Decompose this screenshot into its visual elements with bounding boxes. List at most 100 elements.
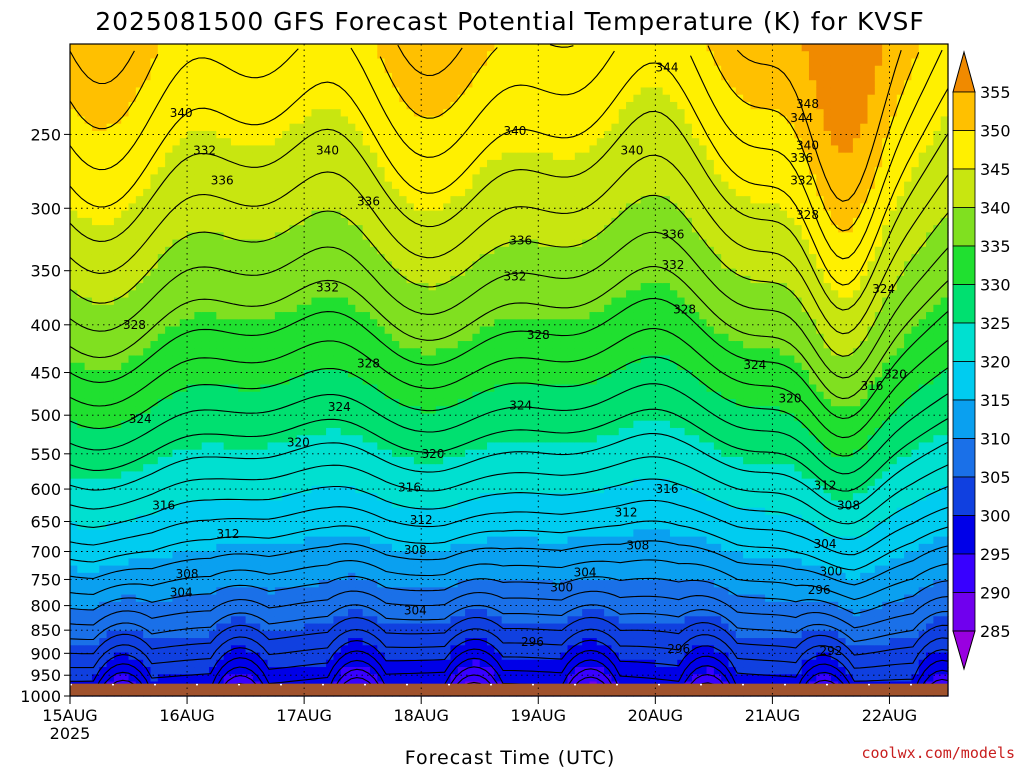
field-cell (91, 398, 100, 407)
field-cell (128, 304, 137, 313)
field-cell (362, 420, 371, 429)
field-cell (296, 159, 305, 168)
field-cell (260, 174, 269, 183)
field-cell (150, 355, 159, 364)
field-cell (318, 159, 327, 168)
field-cell (421, 312, 430, 320)
field-cell (157, 203, 166, 212)
field-cell (465, 116, 474, 125)
field-cell (230, 558, 239, 567)
field-cell (194, 674, 203, 683)
field-cell (194, 464, 203, 473)
field-cell (399, 485, 408, 494)
field-cell (340, 319, 349, 328)
field-cell (201, 464, 210, 473)
field-cell (252, 232, 261, 241)
field-cell (209, 116, 217, 125)
field-cell (384, 485, 393, 494)
field-cell (443, 616, 452, 625)
field-cell (304, 667, 313, 675)
field-cell (252, 616, 261, 625)
field-cell (472, 196, 481, 204)
field-cell (245, 203, 254, 212)
field-cell (70, 601, 78, 610)
field-cell (230, 536, 239, 545)
field-cell (326, 94, 334, 103)
field-cell (450, 370, 459, 378)
field-cell (238, 362, 247, 371)
field-cell (238, 478, 247, 487)
field-cell (260, 493, 269, 501)
field-cell (187, 522, 195, 530)
field-cell (296, 370, 305, 378)
field-cell (172, 254, 181, 262)
field-cell (399, 72, 408, 81)
field-cell (443, 80, 452, 89)
field-cell (362, 485, 371, 494)
field-cell (472, 167, 481, 175)
field-cell (406, 217, 415, 226)
field-cell (413, 565, 422, 574)
field-cell (348, 377, 356, 386)
field-cell (135, 254, 144, 262)
field-cell (128, 101, 137, 110)
field-cell (318, 667, 327, 675)
field-cell (223, 500, 232, 509)
field-cell (413, 254, 422, 262)
field-cell (282, 659, 291, 668)
field-cell (121, 304, 130, 313)
field-cell (428, 109, 437, 118)
field-cell (238, 283, 247, 291)
field-cell (443, 123, 452, 132)
field-cell (282, 145, 291, 154)
field-cell (267, 413, 276, 422)
field-cell (282, 645, 291, 654)
field-cell (150, 333, 159, 342)
field-cell (70, 493, 78, 501)
field-cell (201, 297, 210, 306)
field-cell (70, 232, 78, 241)
field-cell (201, 645, 210, 654)
field-cell (362, 384, 371, 393)
field-cell (362, 290, 371, 299)
field-cell (172, 87, 181, 96)
field-cell (282, 116, 291, 125)
field-cell (216, 638, 225, 646)
field-cell (318, 275, 327, 284)
field-cell (326, 580, 334, 588)
field-cell (267, 594, 276, 603)
field-cell (165, 370, 174, 378)
field-cell (216, 80, 225, 89)
field-cell (399, 406, 408, 415)
field-cell (296, 203, 305, 212)
field-cell (472, 312, 481, 320)
field-cell (121, 72, 130, 81)
field-cell (157, 355, 166, 364)
field-cell (428, 609, 437, 617)
field-cell (326, 333, 334, 342)
field-cell (384, 167, 393, 175)
field-cell (165, 225, 174, 233)
field-cell (413, 536, 422, 545)
field-cell (223, 275, 232, 284)
field-cell (340, 138, 349, 147)
field-cell (238, 167, 247, 175)
field-cell (165, 377, 174, 386)
field-cell (84, 159, 93, 168)
field-cell (443, 304, 452, 313)
field-cell (443, 478, 452, 487)
field-cell (296, 478, 305, 487)
field-cell (304, 72, 313, 81)
field-cell (157, 565, 166, 574)
field-cell (77, 326, 86, 335)
field-cell (128, 319, 137, 328)
field-cell (84, 449, 93, 458)
field-cell (84, 674, 93, 683)
field-cell (362, 80, 371, 89)
field-cell (413, 275, 422, 284)
field-cell (282, 551, 291, 559)
field-cell (326, 101, 334, 110)
field-cell (428, 623, 437, 632)
field-cell (187, 565, 195, 574)
field-cell (209, 333, 217, 342)
